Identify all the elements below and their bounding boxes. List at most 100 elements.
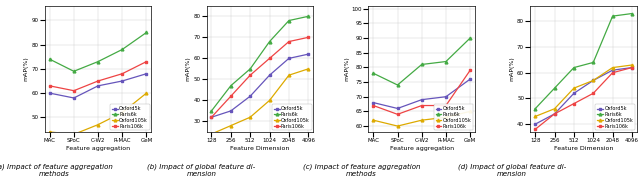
Paris6k [305, 15, 312, 17]
Oxford5k [143, 73, 150, 75]
Paris106k [394, 113, 401, 115]
Line: Paris106k: Paris106k [48, 60, 148, 92]
Oxford5k [467, 78, 474, 80]
Oxford105k [628, 64, 636, 66]
X-axis label: Feature aggregation: Feature aggregation [390, 146, 454, 151]
Oxford105k [70, 133, 77, 135]
Paris106k [143, 61, 150, 63]
Oxford105k [207, 133, 215, 135]
Paris106k [589, 92, 597, 94]
X-axis label: Feature aggregation: Feature aggregation [66, 146, 130, 151]
Oxford105k [246, 116, 254, 118]
Paris106k [285, 40, 292, 43]
Line: Paris106k: Paris106k [372, 69, 472, 116]
Line: Paris106k: Paris106k [210, 36, 310, 119]
Paris6k [418, 63, 426, 66]
Text: (b) Impact of global feature di-
mension: (b) Impact of global feature di- mension [147, 163, 256, 177]
Paris6k [442, 60, 450, 63]
Paris6k [207, 110, 215, 112]
Paris106k [570, 102, 578, 105]
Paris106k [266, 57, 273, 60]
Paris6k [628, 12, 636, 15]
Oxford105k [570, 87, 578, 89]
Oxford105k [227, 125, 235, 127]
Legend: Oxford5k, Paris6k, Oxford105k, Paris106k: Oxford5k, Paris6k, Oxford105k, Paris106k [595, 104, 636, 130]
Paris6k [285, 19, 292, 22]
Paris106k [70, 90, 77, 92]
Oxford5k [118, 80, 126, 82]
Legend: Oxford5k, Paris6k, Oxford105k, Paris106k: Oxford5k, Paris6k, Oxford105k, Paris106k [272, 104, 312, 130]
Y-axis label: mAP(%): mAP(%) [186, 56, 191, 81]
Line: Paris6k: Paris6k [48, 31, 148, 73]
Oxford105k [46, 131, 54, 133]
Paris6k [369, 72, 377, 74]
Line: Oxford105k: Oxford105k [48, 92, 148, 136]
Paris106k [369, 104, 377, 107]
Paris106k [467, 69, 474, 72]
Paris106k [46, 85, 54, 87]
Oxford5k [227, 110, 235, 112]
Paris106k [207, 116, 215, 118]
Oxford5k [394, 107, 401, 110]
Line: Oxford105k: Oxford105k [372, 110, 472, 127]
Oxford5k [70, 97, 77, 99]
Oxford5k [442, 96, 450, 98]
Y-axis label: mAP(%): mAP(%) [344, 56, 349, 81]
Paris6k [394, 84, 401, 86]
Text: (c) Impact of feature aggregation
methods: (c) Impact of feature aggregation method… [303, 163, 420, 177]
Oxford105k [418, 119, 426, 121]
Oxford5k [570, 92, 578, 94]
Oxford105k [550, 108, 558, 110]
Line: Paris6k: Paris6k [372, 37, 472, 86]
Paris6k [118, 48, 126, 51]
Oxford105k [266, 99, 273, 101]
Paris106k [418, 104, 426, 107]
Oxford105k [369, 119, 377, 121]
Line: Oxford5k: Oxford5k [372, 78, 472, 110]
Legend: Oxford5k, Paris6k, Oxford105k, Paris106k: Oxford5k, Paris6k, Oxford105k, Paris106k [433, 104, 474, 130]
Oxford5k [550, 113, 558, 115]
Paris6k [589, 61, 597, 64]
Paris6k [94, 61, 102, 63]
Oxford5k [46, 92, 54, 94]
Oxford5k [305, 53, 312, 55]
Paris6k [531, 108, 539, 110]
Paris106k [442, 104, 450, 107]
Text: (a) Impact of feature aggregation
methods: (a) Impact of feature aggregation method… [0, 163, 113, 177]
Paris6k [227, 85, 235, 87]
Paris6k [609, 15, 616, 17]
X-axis label: Feature Dimension: Feature Dimension [230, 146, 289, 151]
Oxford105k [394, 125, 401, 127]
Oxford5k [369, 101, 377, 104]
Paris6k [70, 70, 77, 73]
Oxford5k [246, 95, 254, 97]
Line: Oxford105k: Oxford105k [534, 64, 634, 118]
Paris106k [227, 95, 235, 97]
Oxford5k [531, 123, 539, 125]
Line: Paris6k: Paris6k [534, 12, 634, 110]
Paris6k [143, 31, 150, 34]
Line: Oxford5k: Oxford5k [210, 53, 310, 119]
Oxford5k [589, 79, 597, 82]
Paris6k [46, 58, 54, 60]
Paris106k [531, 128, 539, 131]
Y-axis label: mAP(%): mAP(%) [24, 56, 29, 81]
Line: Oxford5k: Oxford5k [48, 72, 148, 99]
Text: (d) Impact of global feature di-
mension: (d) Impact of global feature di- mension [458, 163, 566, 177]
Line: Paris106k: Paris106k [534, 66, 634, 131]
Line: Paris6k: Paris6k [210, 15, 310, 112]
Paris106k [94, 80, 102, 82]
Oxford105k [94, 123, 102, 126]
Y-axis label: mAP(%): mAP(%) [509, 56, 515, 81]
Oxford105k [305, 68, 312, 70]
Oxford105k [118, 111, 126, 114]
Oxford5k [207, 116, 215, 118]
Oxford105k [143, 92, 150, 94]
Oxford105k [442, 116, 450, 118]
Paris6k [246, 68, 254, 70]
Oxford5k [609, 69, 616, 71]
Paris106k [609, 72, 616, 74]
Oxford5k [628, 66, 636, 69]
Legend: Oxford5k, Paris6k, Oxford105k, Paris106k: Oxford5k, Paris6k, Oxford105k, Paris106k [110, 104, 150, 130]
Oxford5k [94, 85, 102, 87]
